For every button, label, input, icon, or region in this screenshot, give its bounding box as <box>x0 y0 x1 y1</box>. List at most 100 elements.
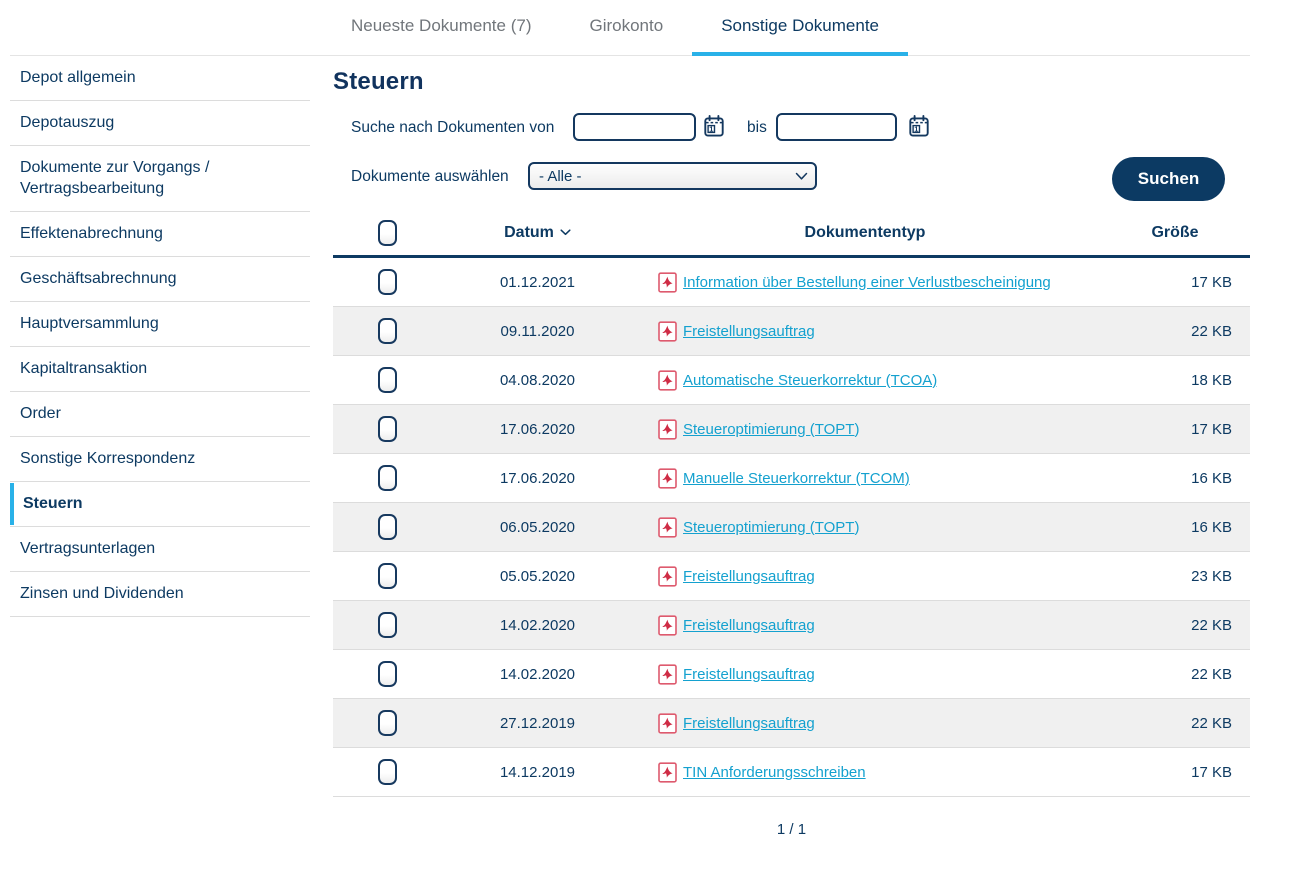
tab-label: Neueste Dokumente (7) <box>351 16 532 35</box>
sidebar-item[interactable]: Depot allgemein <box>10 56 310 101</box>
document-date: 14.12.2019 <box>499 763 576 781</box>
pdf-icon <box>658 712 677 734</box>
sidebar-item-label: Sonstige Korrespondenz <box>20 450 196 467</box>
date-from-input[interactable] <box>573 113 696 141</box>
sidebar-item[interactable]: Steuern <box>10 482 310 527</box>
header-size: Größe <box>1151 223 1199 241</box>
header-date[interactable]: Datum <box>445 224 630 242</box>
sidebar-item-label: Zinsen und Dividenden <box>20 585 184 602</box>
sidebar-item[interactable]: Hauptversammlung <box>10 302 310 347</box>
main-content: Steuern Suche nach Dokumenten von 1 bis <box>333 0 1250 876</box>
document-date: 17.06.2020 <box>499 420 576 438</box>
row-checkbox-cell <box>333 269 445 295</box>
row-checkbox[interactable] <box>378 612 397 638</box>
sidebar-item[interactable]: Kapitaltransaktion <box>10 347 310 392</box>
sidebar-item[interactable]: Dokumente zur Vorgangs / Vertragsbearbei… <box>10 146 310 212</box>
document-link[interactable]: Automatische Steuerkorrektur (TCOA) <box>683 371 938 389</box>
document-size: 22 KB <box>1191 616 1232 634</box>
sidebar-item[interactable]: Zinsen und Dividenden <box>10 572 310 617</box>
sidebar-item-label: Dokumente zur Vorgangs / Vertragsbearbei… <box>20 159 210 197</box>
sidebar-item-label: Vertragsunterlagen <box>20 540 156 557</box>
document-size: 17 KB <box>1191 763 1232 781</box>
header-checkbox-cell <box>333 219 445 246</box>
document-size: 17 KB <box>1191 273 1232 291</box>
pdf-icon <box>658 663 677 685</box>
document-date: 14.02.2020 <box>499 665 576 683</box>
document-type-cell: Steueroptimierung (TOPT) <box>630 516 1100 538</box>
document-date: 01.12.2021 <box>499 273 576 291</box>
document-date: 06.05.2020 <box>499 518 576 536</box>
row-checkbox-cell <box>333 514 445 540</box>
document-link[interactable]: TIN Anforderungsschreiben <box>683 763 866 781</box>
row-checkbox[interactable] <box>378 759 397 785</box>
document-size: 23 KB <box>1191 567 1232 585</box>
table-header-row: Datum Dokumententyp Größe <box>333 210 1250 258</box>
sidebar-item-label: Depot allgemein <box>20 69 136 86</box>
row-checkbox[interactable] <box>378 661 397 687</box>
document-size: 16 KB <box>1191 518 1232 536</box>
row-checkbox[interactable] <box>378 563 397 589</box>
document-size: 22 KB <box>1191 322 1232 340</box>
search-button[interactable]: Suchen <box>1112 157 1225 201</box>
row-checkbox[interactable] <box>378 416 397 442</box>
document-link[interactable]: Information über Bestellung einer Verlus… <box>683 273 1051 291</box>
sidebar-item[interactable]: Geschäftsabrechnung <box>10 257 310 302</box>
row-checkbox[interactable] <box>378 514 397 540</box>
sidebar-item[interactable]: Vertragsunterlagen <box>10 527 310 572</box>
document-link[interactable]: Steueroptimierung (TOPT) <box>683 518 860 536</box>
document-link[interactable]: Freistellungsauftrag <box>683 665 815 683</box>
row-checkbox-cell <box>333 661 445 687</box>
document-size: 17 KB <box>1191 420 1232 438</box>
document-link[interactable]: Steueroptimierung (TOPT) <box>683 420 860 438</box>
pagination: 1 / 1 <box>776 821 807 838</box>
row-checkbox[interactable] <box>378 465 397 491</box>
document-size: 22 KB <box>1191 714 1232 732</box>
document-type-cell: Freistellungsauftrag <box>630 614 1100 636</box>
table-row: 04.08.2020 Automatische Steuerkorrektur … <box>333 356 1250 405</box>
tab[interactable]: Sonstige Dokumente <box>692 0 909 56</box>
pdf-icon <box>658 369 677 391</box>
document-date: 04.08.2020 <box>499 371 576 389</box>
row-checkbox[interactable] <box>378 318 397 344</box>
tab[interactable]: Neueste Dokumente (7) <box>322 0 560 56</box>
document-type-cell: Freistellungsauftrag <box>630 320 1100 342</box>
document-date: 09.11.2020 <box>500 322 575 340</box>
document-link[interactable]: Freistellungsauftrag <box>683 714 815 732</box>
row-checkbox-cell <box>333 612 445 638</box>
to-label: bis <box>747 119 767 136</box>
document-link[interactable]: Manuelle Steuerkorrektur (TCOM) <box>683 469 910 487</box>
calendar-from-button[interactable]: 1 <box>704 115 724 137</box>
document-link[interactable]: Freistellungsauftrag <box>683 616 815 634</box>
document-date: 14.02.2020 <box>499 616 576 634</box>
sidebar-item[interactable]: Effektenabrechnung <box>10 212 310 257</box>
sidebar-item-label: Geschäftsabrechnung <box>20 270 177 287</box>
tab[interactable]: Girokonto <box>560 0 692 56</box>
header-type: Dokumententyp <box>804 223 926 241</box>
table-row: 17.06.2020 Steueroptimierung (TOPT) 17 K… <box>333 405 1250 454</box>
document-type-cell: Information über Bestellung einer Verlus… <box>630 271 1100 293</box>
table-row: 14.12.2019 TIN Anforderungsschreiben 17 … <box>333 748 1250 797</box>
document-date: 05.05.2020 <box>499 567 576 585</box>
calendar-to-button[interactable]: 1 <box>909 115 929 137</box>
sort-chevron-down-icon <box>560 229 571 236</box>
row-checkbox-cell <box>333 465 445 491</box>
row-checkbox[interactable] <box>378 710 397 736</box>
pdf-icon <box>658 565 677 587</box>
date-to-input[interactable] <box>776 113 897 141</box>
sidebar-item[interactable]: Order <box>10 392 310 437</box>
sidebar-item-label: Kapitaltransaktion <box>20 360 148 377</box>
sidebar-item[interactable]: Depotauszug <box>10 101 310 146</box>
document-link[interactable]: Freistellungsauftrag <box>683 567 815 585</box>
document-type-select[interactable]: - Alle - <box>528 162 817 190</box>
row-checkbox-cell <box>333 367 445 393</box>
table-row: 01.12.2021 Information über Bestellung e… <box>333 258 1250 307</box>
svg-text:1: 1 <box>709 124 713 133</box>
row-checkbox[interactable] <box>378 367 397 393</box>
select-all-checkbox[interactable] <box>378 219 397 246</box>
sidebar-item[interactable]: Sonstige Korrespondenz <box>10 437 310 482</box>
calendar-icon: 1 <box>909 115 929 137</box>
row-checkbox[interactable] <box>378 269 397 295</box>
document-size: 18 KB <box>1191 371 1232 389</box>
sidebar-item-label: Steuern <box>23 495 83 512</box>
document-link[interactable]: Freistellungsauftrag <box>683 322 815 340</box>
